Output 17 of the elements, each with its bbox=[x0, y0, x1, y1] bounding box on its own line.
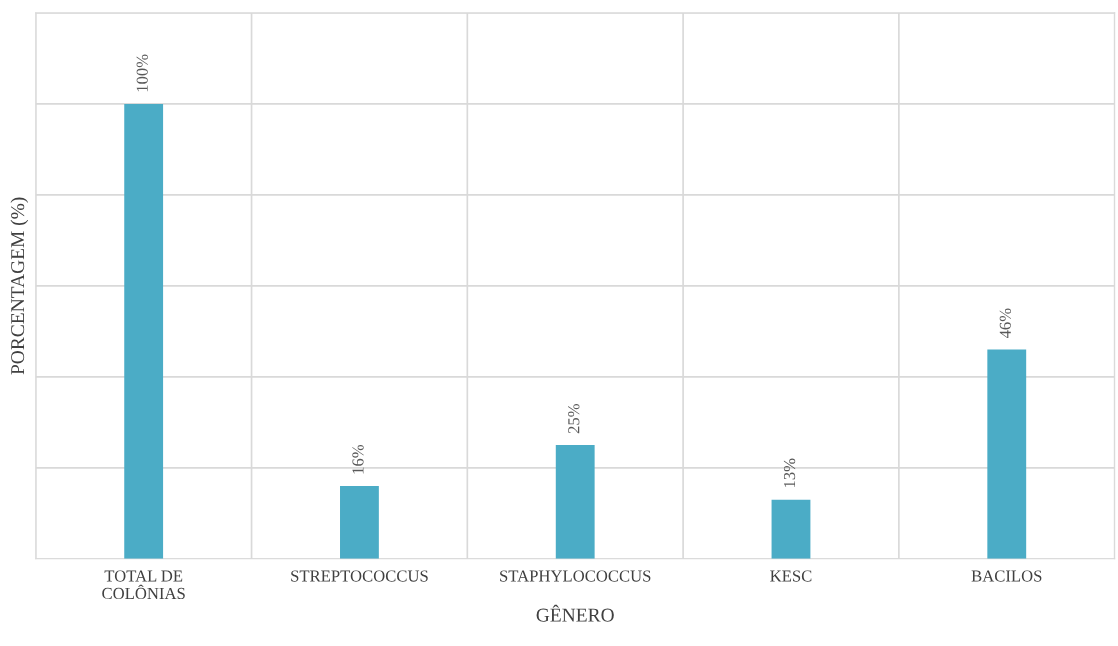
x-tick-label: STREPTOCOCCUS bbox=[291, 570, 428, 582]
data-label: 25% bbox=[568, 403, 580, 434]
bar bbox=[771, 499, 811, 559]
data-label: 46% bbox=[999, 308, 1011, 339]
bar bbox=[555, 445, 595, 559]
bar bbox=[340, 486, 379, 559]
data-label: 100% bbox=[136, 54, 148, 92]
x-tick-label: KESC bbox=[770, 570, 812, 582]
bar bbox=[124, 103, 164, 559]
x-tick-label: STAPHYLOCOCCUS bbox=[500, 570, 651, 582]
bar bbox=[987, 349, 1027, 559]
data-label: 13% bbox=[783, 458, 796, 488]
x-tick-label: TOTAL DE COLÔNIAS bbox=[102, 570, 185, 600]
y-axis-title: PORCENTAGEM (%) bbox=[10, 197, 29, 375]
x-tick-label: BACILOS bbox=[971, 570, 1042, 582]
x-axis-title: GÊNERO bbox=[536, 604, 614, 622]
data-label: 16% bbox=[352, 444, 364, 474]
